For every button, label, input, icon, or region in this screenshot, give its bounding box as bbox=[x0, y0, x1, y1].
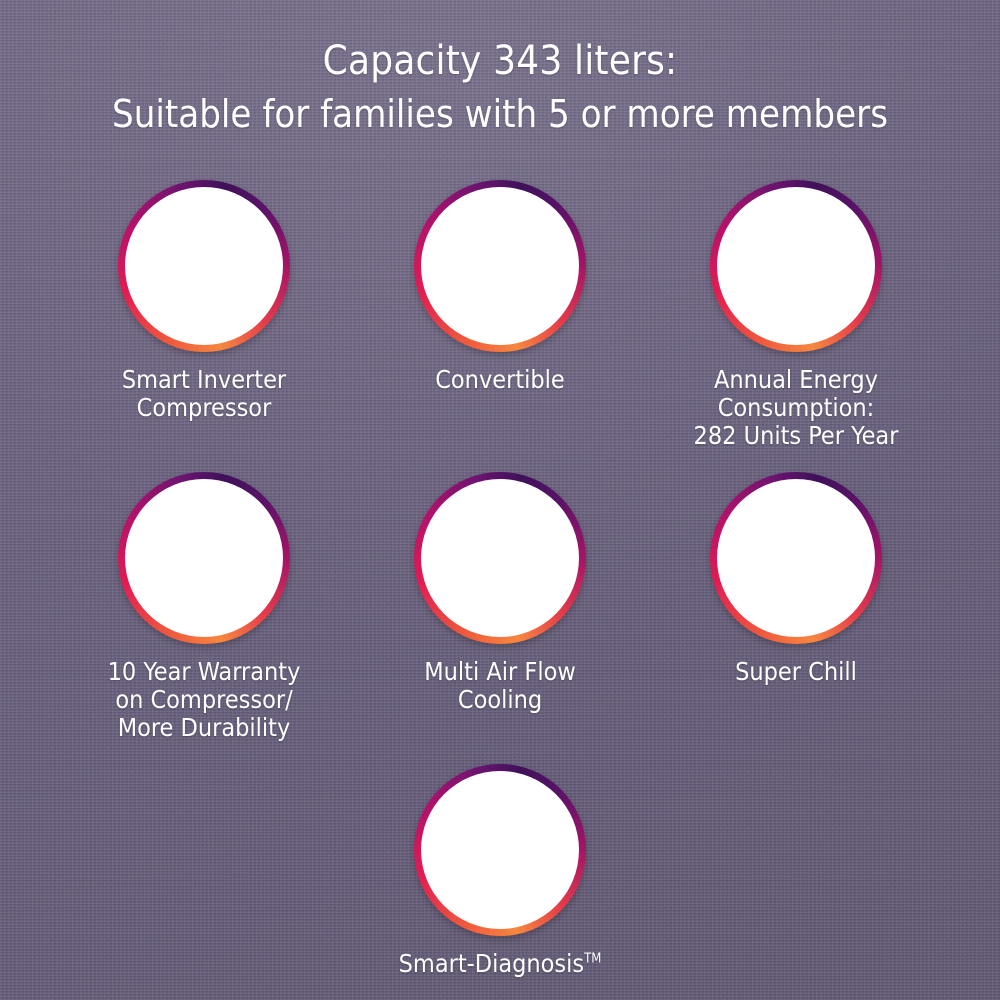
multi-air-flow-card-icon: LG Life's Good Multi Air Flow Cooling bbox=[426, 484, 574, 632]
feature-smart-inverter-compressor[interactable]: Smart Inverter Compressor bbox=[56, 180, 352, 450]
feature-label: 10 Year Warranty on Compressor/ More Dur… bbox=[108, 658, 301, 742]
convertible-fridge-icon bbox=[426, 192, 574, 340]
svg-text:COMPRESSOR: COMPRESSOR bbox=[170, 535, 238, 544]
page-title: Capacity 343 liters: bbox=[322, 38, 678, 84]
snowflake-chill-icon bbox=[722, 484, 870, 632]
badge-ring: LG Life's Good Multi Air Flow Cooling bbox=[414, 472, 586, 644]
badge-ring bbox=[118, 180, 290, 352]
badge-ring bbox=[710, 180, 882, 352]
label-line: Convertible bbox=[435, 365, 565, 394]
label-line: Smart Inverter bbox=[121, 365, 287, 394]
svg-text:INVERTER: INVERTER bbox=[164, 518, 245, 535]
trademark-symbol: TM bbox=[584, 951, 602, 967]
feature-label: Smart Inverter Compressor bbox=[122, 366, 286, 422]
feature-ten-year-warranty[interactable]: SMART INVERTER COMPRESSOR 1 YEAR WARRANT… bbox=[56, 472, 352, 742]
feature-row-3: Smart-DiagnosisTM bbox=[0, 764, 1000, 978]
label-line: 10 Year Warranty bbox=[107, 657, 301, 686]
warranty-top-small: SMART bbox=[184, 509, 223, 520]
page-subtitle: Suitable for families with 5 or more mem… bbox=[111, 92, 889, 137]
svg-text:Multi Air Flow: Multi Air Flow bbox=[466, 531, 535, 543]
badge-ring bbox=[710, 472, 882, 644]
label-line: Smart-Diagnosis bbox=[398, 949, 585, 978]
svg-text:Cooling: Cooling bbox=[480, 543, 519, 555]
feature-label: Multi Air Flow Cooling bbox=[424, 658, 575, 714]
warranty-badge-icon: SMART INVERTER COMPRESSOR 1 YEAR WARRANT… bbox=[130, 484, 278, 632]
label-line: More Durability bbox=[117, 713, 291, 742]
feature-label: Smart-DiagnosisTM bbox=[399, 950, 602, 978]
label-line: Super Chill bbox=[735, 657, 857, 686]
badge-ring bbox=[414, 764, 586, 936]
svg-text:1: 1 bbox=[166, 544, 197, 607]
svg-text:Life's Good: Life's Good bbox=[488, 522, 505, 526]
feature-convertible[interactable]: Convertible bbox=[352, 180, 648, 450]
badge-ring bbox=[414, 180, 586, 352]
svg-text:LG: LG bbox=[489, 508, 506, 522]
feature-label: Annual Energy Consumption: 282 Units Per… bbox=[694, 366, 899, 450]
feature-row-1: Smart Inverter Compressor bbox=[0, 180, 1000, 450]
feature-multi-air-flow-cooling[interactable]: LG Life's Good Multi Air Flow Cooling bbox=[352, 472, 648, 742]
smart-diagnosis-icon bbox=[426, 776, 574, 924]
label-line: Consumption: bbox=[717, 393, 875, 422]
label-line: 282 Units Per Year bbox=[693, 421, 899, 450]
label-line: Multi Air Flow bbox=[424, 657, 576, 686]
svg-text:YEAR: YEAR bbox=[199, 570, 234, 584]
badge-ring: SMART INVERTER COMPRESSOR 1 YEAR WARRANT… bbox=[118, 472, 290, 644]
feature-smart-diagnosis[interactable]: Smart-DiagnosisTM bbox=[352, 764, 648, 978]
svg-text:WARRANTY: WARRANTY bbox=[160, 602, 248, 614]
header-block: Capacity 343 liters: Suitable for famili… bbox=[0, 40, 1000, 135]
feature-row-2: SMART INVERTER COMPRESSOR 1 YEAR WARRANT… bbox=[0, 472, 1000, 742]
feature-label: Super Chill bbox=[735, 658, 857, 686]
label-line: Annual Energy bbox=[713, 365, 878, 394]
inverter-compressor-icon bbox=[130, 192, 278, 340]
feature-annual-energy-consumption[interactable]: Annual Energy Consumption: 282 Units Per… bbox=[648, 180, 944, 450]
label-line: Compressor bbox=[136, 393, 272, 422]
label-line: on Compressor/ bbox=[115, 685, 293, 714]
feature-grid: Smart Inverter Compressor bbox=[0, 180, 1000, 978]
label-line: Cooling bbox=[457, 685, 543, 714]
feature-label: Convertible bbox=[435, 366, 565, 394]
energy-bulb-hand-icon bbox=[722, 192, 870, 340]
feature-super-chill[interactable]: Super Chill bbox=[648, 472, 944, 742]
